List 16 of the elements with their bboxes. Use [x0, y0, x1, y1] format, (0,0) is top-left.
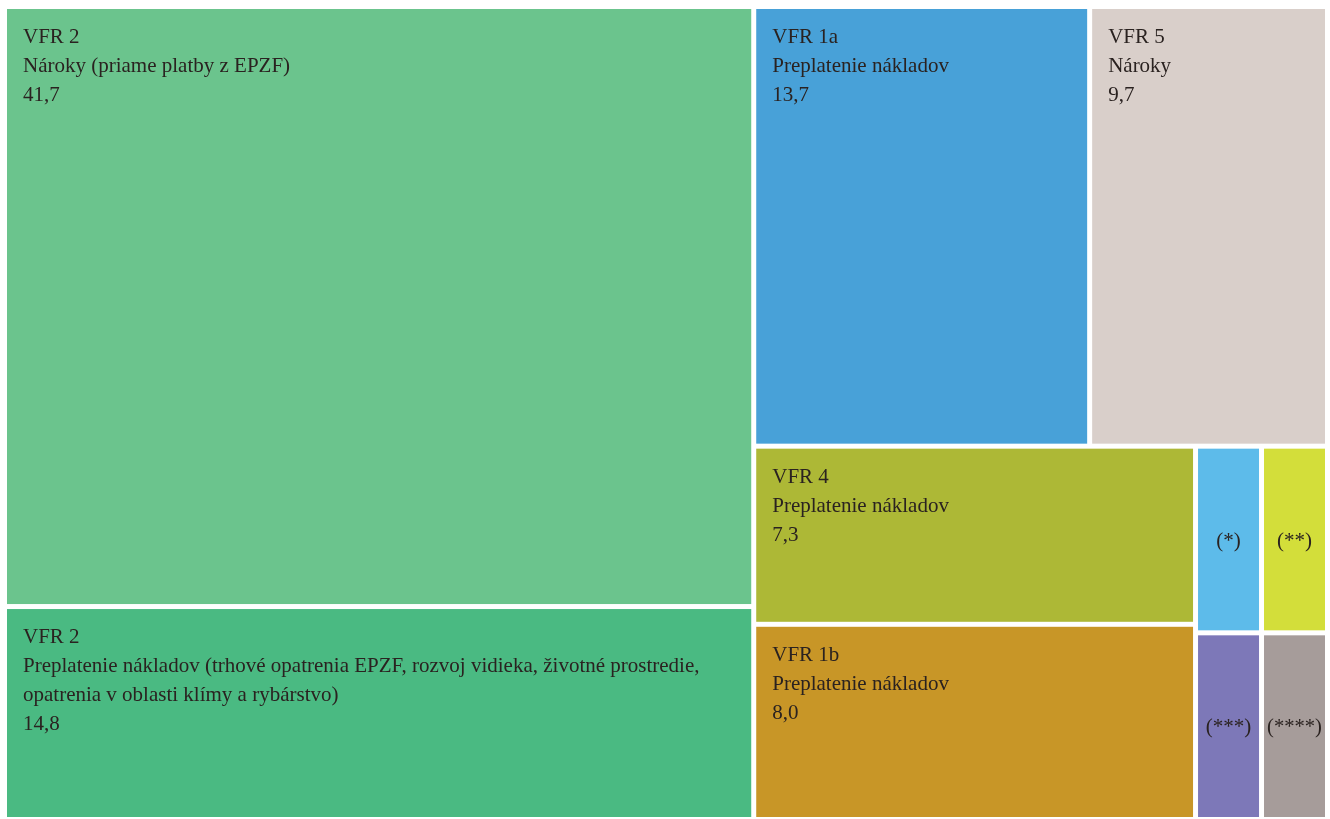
category-label: (****) [1267, 715, 1322, 739]
category-label: VFR 2 Preplatenie nákladov (trhové opatrenia EPZF, rozvoj vidieka, životné prostredie, opatrenia v oblasti klímy a rybárstvo) [23, 624, 700, 707]
data-label: 9,7 [1108, 82, 1135, 106]
category-label: VFR 5 Nároky [1108, 24, 1172, 77]
data-label: 8,0 [772, 699, 799, 724]
category-label: VFR 4 Preplatenie nákladov [772, 463, 950, 517]
data-label: 13,7 [772, 82, 809, 106]
category-label: (**) [1277, 527, 1313, 552]
data-label: 14,8 [23, 711, 60, 736]
category-label: VFR 1b Preplatenie nákladov [772, 641, 950, 695]
category-label: VFR 1a Preplatenie nákladov [772, 24, 950, 77]
data-label: 41,7 [23, 82, 60, 106]
category-label: (*) [1216, 527, 1241, 552]
data-label: 7,3 [772, 521, 799, 546]
category-label: (***) [1205, 714, 1252, 739]
category-label: VFR 2 Nároky (priame platby z EPZF) [23, 24, 291, 77]
